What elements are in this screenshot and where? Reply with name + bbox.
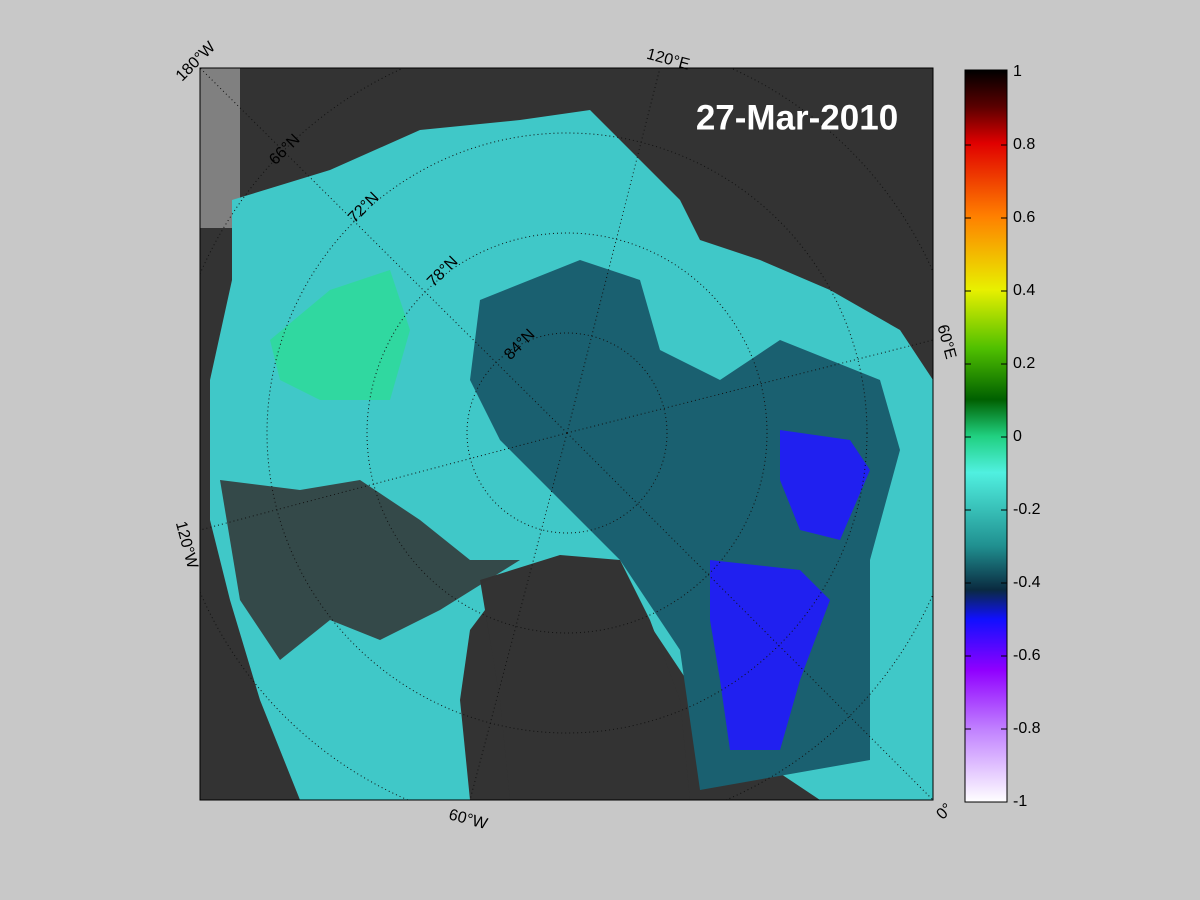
meridian xyxy=(566,68,661,434)
archipelago xyxy=(220,480,520,660)
map-frame xyxy=(199,67,934,801)
lon-label: 0° xyxy=(933,800,956,823)
graticule xyxy=(266,132,868,734)
colorbar-tick-label: -1 xyxy=(1013,793,1027,810)
colorbar xyxy=(964,69,1008,803)
graticule xyxy=(466,332,668,534)
colorbar-tick-label: -0.2 xyxy=(1013,501,1041,518)
meridian xyxy=(469,432,568,800)
colorbar-tick-label: -0.8 xyxy=(1013,720,1041,737)
meridian xyxy=(566,339,933,434)
map xyxy=(200,68,933,800)
colorbar-tick-label: 0.4 xyxy=(1013,282,1035,299)
lon-label: 120°W xyxy=(172,519,201,571)
greenland xyxy=(480,555,690,800)
graticule xyxy=(366,232,768,634)
positive-region xyxy=(270,270,410,400)
colorbar-tick-label: 0.8 xyxy=(1013,136,1035,153)
lon-label: 60°E xyxy=(934,323,959,361)
colorbar-tick-label: 1 xyxy=(1013,63,1022,80)
colorbar-tick-label: 0.2 xyxy=(1013,355,1035,372)
low-region xyxy=(710,430,870,750)
colorbar-tick-label: -0.4 xyxy=(1013,574,1041,591)
lon-label: 60°W xyxy=(447,806,490,833)
colorbar-tick-label: -0.6 xyxy=(1013,647,1041,664)
meridian xyxy=(200,432,568,531)
colorbar-tick-label: 0.6 xyxy=(1013,209,1035,226)
date-label: 27-Mar-2010 xyxy=(696,98,898,137)
colorbar-tick-label: 0 xyxy=(1013,428,1022,445)
